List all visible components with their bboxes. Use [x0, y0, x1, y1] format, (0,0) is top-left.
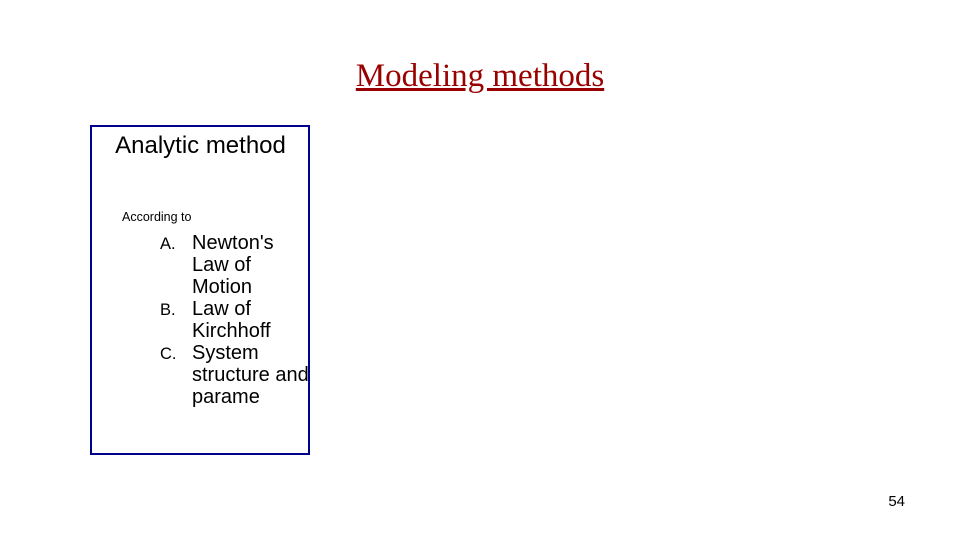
according-to-label: According to — [122, 210, 191, 224]
box-title: Analytic method — [98, 133, 303, 158]
slide-title: Modeling methods — [0, 58, 960, 95]
list-item: A. Newton's Law of Motion — [160, 232, 310, 298]
list-letter: B. — [160, 298, 192, 321]
list-letter: C. — [160, 342, 192, 365]
list-text: System structure and parame — [192, 342, 310, 408]
list-item: C. System structure and parame — [160, 342, 310, 408]
list-item: B. Law of Kirchhoff — [160, 298, 310, 342]
slide: Modeling methods Analytic method Accordi… — [0, 0, 960, 540]
list-text: Law of Kirchhoff — [192, 298, 310, 342]
list-letter: A. — [160, 232, 192, 255]
page-number: 54 — [888, 493, 905, 510]
method-list: A. Newton's Law of Motion B. Law of Kirc… — [160, 232, 310, 408]
list-text: Newton's Law of Motion — [192, 232, 310, 298]
